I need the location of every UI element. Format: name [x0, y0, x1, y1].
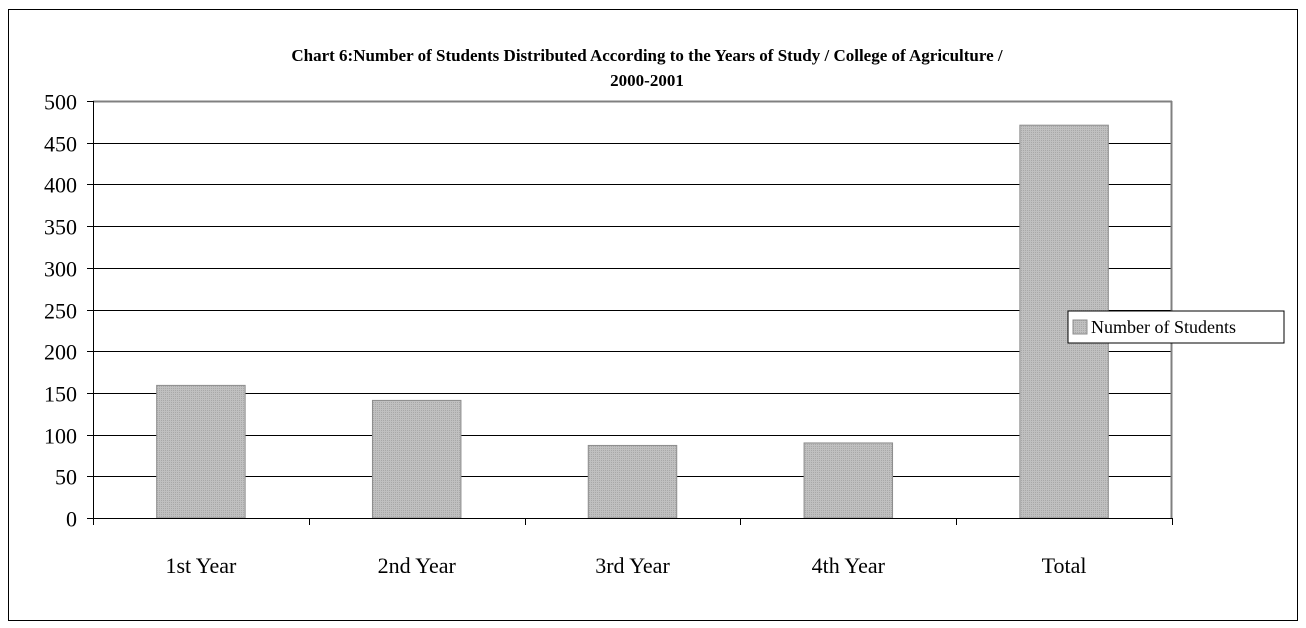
y-tick-label-350: 350: [44, 215, 77, 240]
chart-title: Chart 6:Number of Students Distributed A…: [291, 46, 1003, 90]
y-tick-label-100: 100: [44, 424, 77, 449]
chart-area: Chart 6:Number of Students Distributed A…: [8, 9, 1298, 621]
bar-4th-year: [803, 442, 894, 519]
chart-svg: Chart 6:Number of Students Distributed A…: [44, 46, 1285, 578]
chart-title-line-2: 2000-2001: [610, 71, 684, 90]
y-axis-tick-labels: 0 50 100 150 200 250 300 350 400 450 500: [44, 90, 77, 532]
y-tick-label-0: 0: [66, 507, 77, 532]
legend-box: [1067, 310, 1285, 344]
y-tick-label-450: 450: [44, 132, 77, 157]
y-tick-label-400: 400: [44, 173, 77, 198]
x-tick-label-4th-year: 4th Year: [812, 553, 886, 578]
gridlines: [87, 101, 1172, 519]
x-tick-label-3rd-year: 3rd Year: [595, 553, 670, 578]
y-tick-label-200: 200: [44, 340, 77, 365]
y-tick-label-150: 150: [44, 382, 77, 407]
y-tick-label-50: 50: [55, 465, 77, 490]
x-tick-label-2nd-year: 2nd Year: [378, 553, 457, 578]
y-tick-label-250: 250: [44, 299, 77, 324]
y-tick-label-500: 500: [44, 90, 77, 115]
x-tick-label-1st-year: 1st Year: [165, 553, 237, 578]
axes: [93, 100, 1173, 525]
legend-label: Number of Students: [1091, 317, 1236, 337]
x-axis-tick-labels: 1st Year 2nd Year 3rd Year 4th Year Total: [165, 553, 1086, 578]
bar-3rd-year: [587, 444, 678, 519]
y-tick-label-300: 300: [44, 257, 77, 282]
legend: Number of Students: [1067, 310, 1285, 344]
x-tick-label-total: Total: [1042, 553, 1087, 578]
bar-2nd-year: [371, 399, 462, 519]
chart-title-line-1: Chart 6:Number of Students Distributed A…: [291, 46, 1003, 65]
bar-1st-year: [156, 384, 246, 519]
legend-swatch: [1072, 319, 1088, 335]
